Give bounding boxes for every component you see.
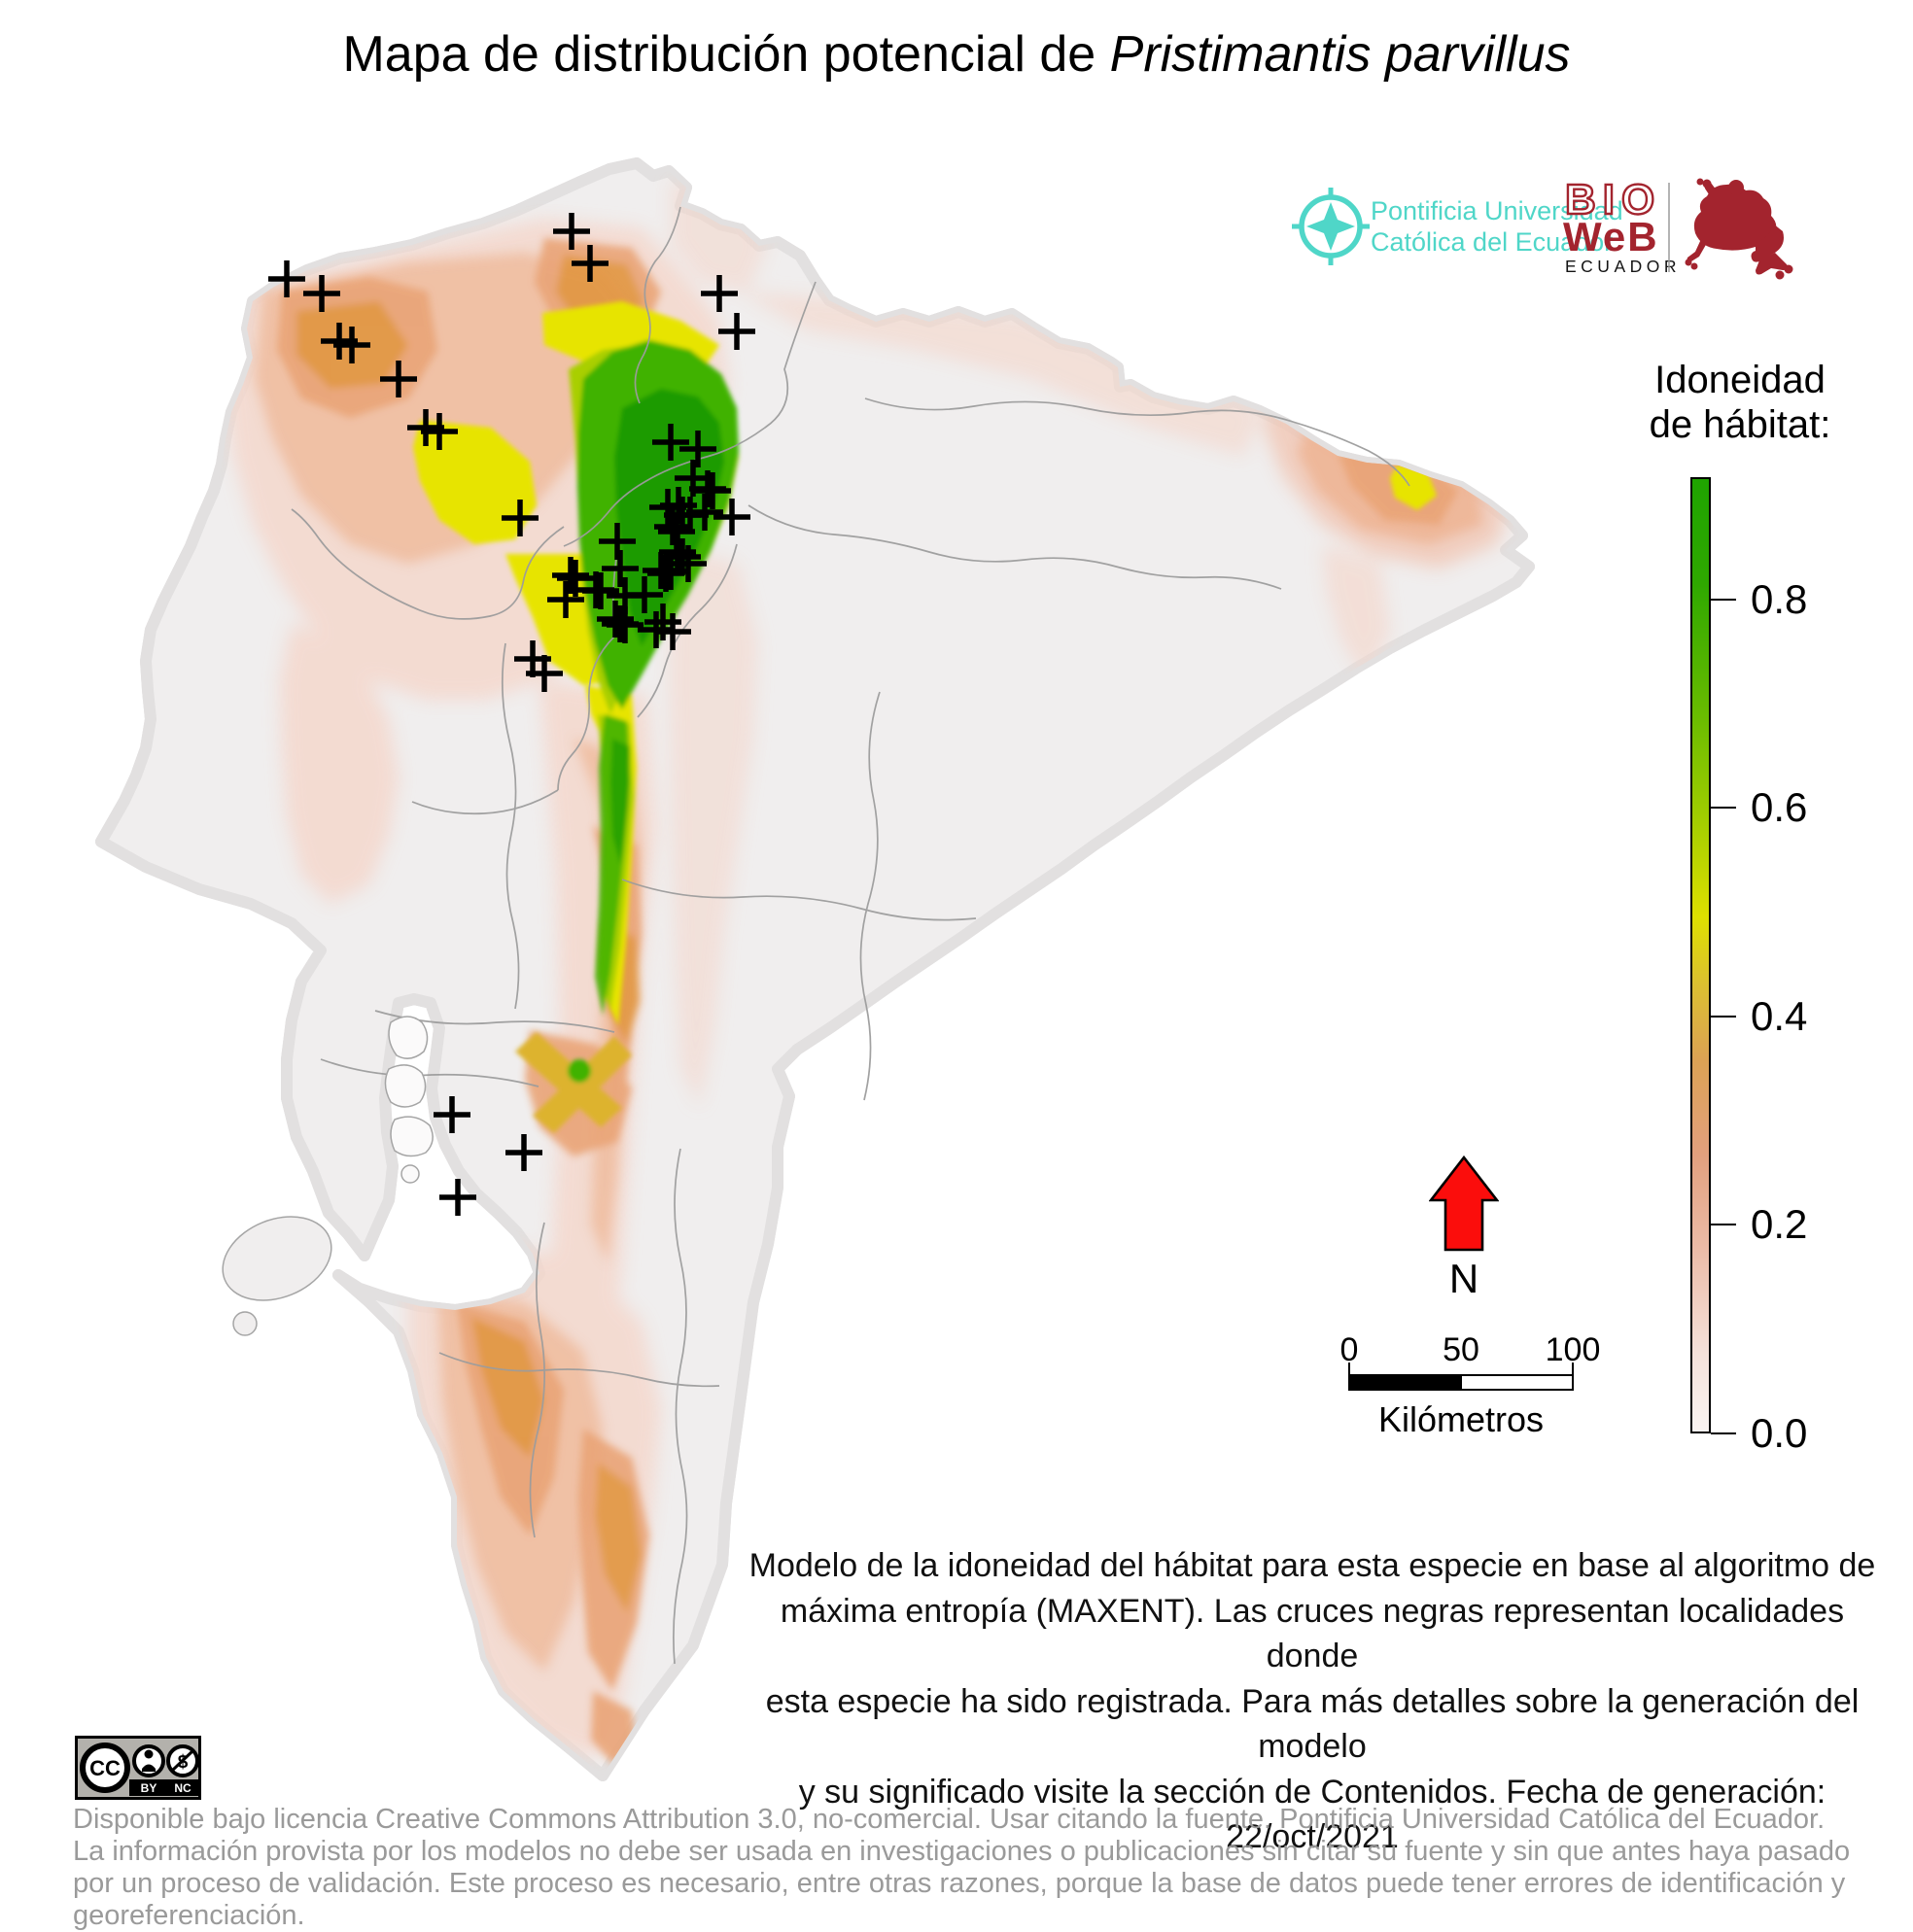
- caption-line: esta especie ha sido registrada. Para má…: [765, 1682, 1860, 1766]
- occurrence-cross: [602, 550, 639, 587]
- scalebar-100: 100: [1545, 1331, 1601, 1368]
- scalebar: [1348, 1363, 1574, 1391]
- occurrence-cross: [713, 499, 750, 535]
- legend-title: Idoneidad de hábitat:: [1649, 359, 1831, 446]
- occurrence-cross: [552, 557, 589, 594]
- occurrence-cross: [679, 431, 716, 467]
- occurrence-cross: [557, 560, 594, 597]
- caption-line: Modelo de la idoneidad del hábitat para …: [748, 1547, 1876, 1584]
- scalebar-0: 0: [1339, 1331, 1359, 1368]
- cc-by-icon: [132, 1744, 165, 1777]
- occurrence-cross: [686, 494, 723, 531]
- occurrence-crosses: [268, 213, 755, 1216]
- occurrence-cross: [380, 361, 417, 397]
- institution-logos: Pontificia Universidad Católica del Ecua…: [1292, 175, 1793, 280]
- occurrence-cross: [434, 1096, 470, 1133]
- occurrence-cross: [652, 424, 689, 461]
- puce-logo-line1: Pontificia Universidad: [1371, 196, 1623, 225]
- gulf-islands: [222, 1016, 434, 1336]
- svg-text:CC: CC: [89, 1756, 121, 1780]
- occurrence-cross: [626, 576, 663, 613]
- footer-line: La información provista por los modelos …: [73, 1836, 1851, 1867]
- occurrence-cross: [333, 327, 370, 363]
- caption-line: y su significado visite la sección de Co…: [798, 1773, 1826, 1856]
- species-name: Pristimantis parvillus: [1109, 26, 1571, 83]
- occurrence-cross: [670, 545, 707, 582]
- occurrence-cross: [638, 611, 675, 648]
- caption-line: máxima entropía (MAXENT). Las cruces neg…: [780, 1592, 1845, 1675]
- occurrence-cross: [599, 523, 636, 560]
- model-caption: Modelo de la idoneidad del hábitat para …: [734, 1543, 1891, 1860]
- occurrence-cross: [694, 472, 731, 509]
- occurrence-cross: [303, 275, 340, 312]
- bioweb-country-text: ECUADOR: [1565, 257, 1681, 276]
- bioweb-logo: BIO WeB ECUADOR: [1563, 175, 1793, 280]
- occurrence-cross: [582, 572, 619, 609]
- scalebar-labels: 0 50 100: [1301, 1331, 1670, 1368]
- occurrence-cross: [718, 313, 755, 350]
- puce-logo-line2: Católica del Ecuador: [1371, 227, 1613, 257]
- legend-colorbar: 0.8 0.6 0.4 0.2 0.0: [1690, 477, 1913, 1456]
- cc-license-badge: CC $ BY NC: [75, 1736, 201, 1800]
- occurrence-cross: [439, 1179, 476, 1216]
- cc-by-label: BY: [141, 1781, 157, 1795]
- title-prefix: Mapa de distribución potencial de: [342, 26, 1110, 83]
- svg-text:$: $: [178, 1752, 189, 1773]
- occurrence-cross: [652, 553, 689, 590]
- occurrence-cross: [268, 260, 305, 297]
- page-title: Mapa de distribución potencial de Pristi…: [0, 25, 1913, 84]
- license-footer: Disponible bajo licencia Creative Common…: [73, 1804, 1881, 1932]
- north-arrow-icon: [1429, 1156, 1499, 1252]
- footer-line: por un proceso de validación. Este proce…: [73, 1868, 1846, 1931]
- bioweb-bio-text: BIO: [1565, 176, 1661, 224]
- north-label: N: [1448, 1256, 1479, 1301]
- footer-line: Disponible bajo licencia Creative Common…: [73, 1804, 1826, 1835]
- cc-icon: CC: [80, 1742, 130, 1793]
- north-arrow: [1429, 1156, 1499, 1252]
- occurrence-cross: [421, 413, 458, 450]
- occurrence-cross: [547, 581, 584, 618]
- occurrence-cross: [553, 213, 590, 250]
- cc-nc-label: NC: [174, 1781, 191, 1795]
- puce-logo-icon: [1292, 188, 1370, 265]
- occurrence-cross: [654, 508, 691, 545]
- cc-nc-icon: $: [166, 1744, 199, 1777]
- occurrence-cross: [505, 1134, 542, 1171]
- scalebar-50: 50: [1443, 1331, 1479, 1368]
- occurrence-cross: [572, 245, 609, 282]
- occurrence-cross: [701, 275, 738, 312]
- colorbar-gradient: [1690, 477, 1711, 1433]
- frog-icon: [1685, 178, 1793, 280]
- scalebar-unit: Kilómetros: [1377, 1399, 1545, 1439]
- occurrence-cross: [607, 606, 643, 643]
- occurrence-cross: [526, 655, 563, 692]
- bioweb-web-text: WeB: [1563, 214, 1659, 259]
- occurrence-cross: [502, 500, 539, 536]
